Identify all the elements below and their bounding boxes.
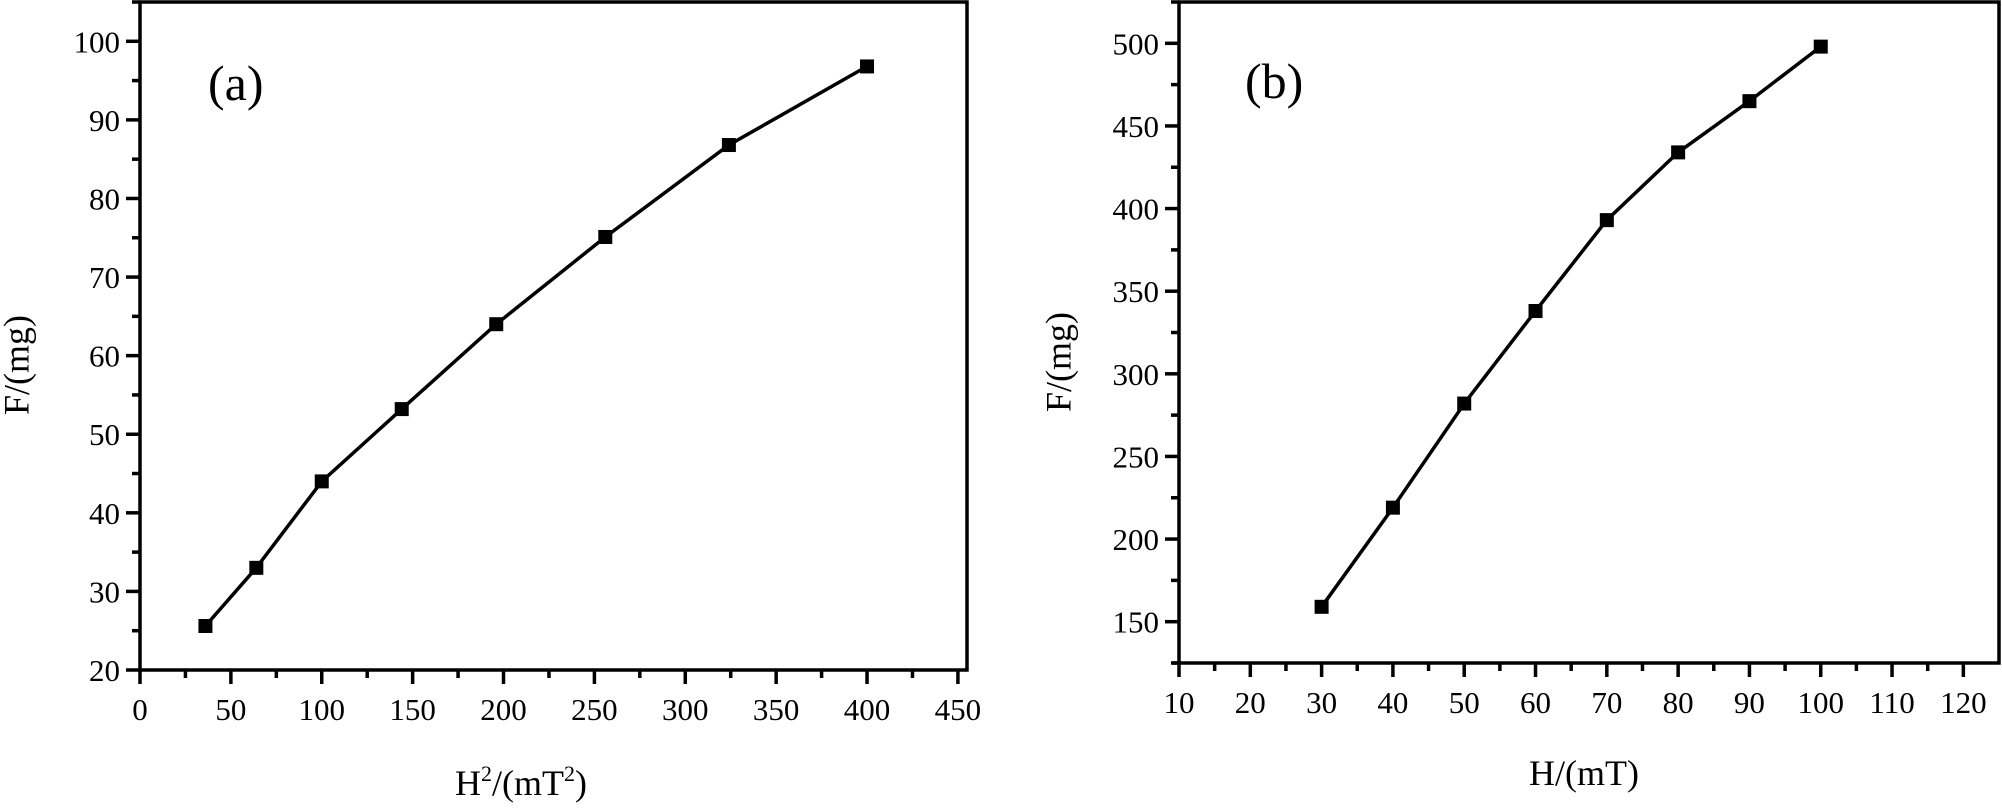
square-marker-icon <box>314 474 329 489</box>
x-tick-label: 200 <box>480 692 527 727</box>
y-tick-label: 30 <box>89 574 120 609</box>
x-tick-label: 90 <box>1734 685 1765 720</box>
square-marker-icon <box>1528 304 1543 319</box>
y-tick-label: 70 <box>89 260 120 295</box>
square-marker-icon <box>394 402 409 417</box>
x-tick-label: 350 <box>753 692 800 727</box>
square-marker-icon <box>721 138 736 153</box>
y-tick-label: 60 <box>89 339 120 374</box>
x-tick-label: 150 <box>389 692 436 727</box>
x-tick-label: 100 <box>299 692 346 727</box>
y-tick-label: 400 <box>1113 192 1160 227</box>
panel-label-b: (b) <box>1245 53 1303 109</box>
square-marker-icon <box>1314 599 1329 614</box>
y-tick-label: 350 <box>1113 274 1160 309</box>
square-marker-icon <box>198 618 213 633</box>
series-line <box>204 64 868 628</box>
square-marker-icon <box>1599 213 1614 228</box>
x-tick-label: 400 <box>844 692 891 727</box>
x-tick-label: 70 <box>1591 685 1622 720</box>
square-marker-icon <box>249 560 264 575</box>
x-tick-label: 100 <box>1797 685 1844 720</box>
square-marker-icon <box>860 59 875 74</box>
x-tick-label: 120 <box>1940 685 1987 720</box>
y-tick-label: 150 <box>1113 605 1160 640</box>
square-marker-icon <box>1385 500 1400 515</box>
y-tick-label: 250 <box>1113 439 1160 474</box>
plot-area-a: 0 50 100 150 200 250 300 350 400 450 20 30 40 50 60 70 8… <box>74 0 982 727</box>
y-tick-label: 80 <box>89 181 120 216</box>
y-axis-title-b: F/(mg) <box>1038 312 1078 412</box>
plot-frame <box>138 0 969 672</box>
square-marker-icon <box>1813 39 1828 54</box>
chart-panel-b: 10 20 30 40 50 60 70 80 90 100 110 120 150 200 250 300 3… <box>1038 0 2001 793</box>
x-axis-title-a-main: H <box>455 763 481 803</box>
x-axis-title-b: H/(mT) <box>1529 753 1639 793</box>
plot-area-b: 10 20 30 40 50 60 70 80 90 100 110 120 150 200 250 300 3… <box>1113 0 2001 720</box>
chart-panel-a: 0 50 100 150 200 250 300 350 400 450 20 30 40 50 60 70 8… <box>0 0 982 803</box>
square-marker-icon <box>1457 396 1472 411</box>
y-tick-label: 40 <box>89 496 120 531</box>
y-tick-label: 450 <box>1113 109 1160 144</box>
y-tick-label: 20 <box>89 653 120 688</box>
y-tick-label: 300 <box>1113 357 1160 392</box>
x-tick-label: 60 <box>1520 685 1551 720</box>
square-marker-icon <box>489 317 504 332</box>
x-tick-label: 80 <box>1663 685 1694 720</box>
x-tick-label: 40 <box>1377 685 1408 720</box>
y-tick-label: 90 <box>89 103 120 138</box>
x-tick-label: 0 <box>132 692 148 727</box>
x-axis-title-a: H2/(mT2) <box>455 761 587 803</box>
square-marker-icon <box>1742 94 1757 109</box>
x-tick-label: 250 <box>571 692 618 727</box>
x-tick-label: 50 <box>1449 685 1480 720</box>
x-tick-label: 110 <box>1869 685 1914 720</box>
x-tick-label: 20 <box>1235 685 1266 720</box>
y-tick-label: 200 <box>1113 522 1160 557</box>
y-axis-title-a: F/(mg) <box>0 315 36 415</box>
square-marker-icon <box>1671 145 1686 160</box>
x-axis-title-a-mid: /(mT <box>492 763 564 803</box>
x-axis-title-a-sup2: 2 <box>564 761 575 786</box>
y-tick-label: 500 <box>1113 26 1160 61</box>
x-axis-title-a-sup1: 2 <box>481 761 492 786</box>
x-tick-label: 10 <box>1164 685 1195 720</box>
y-tick-label: 50 <box>89 417 120 452</box>
x-tick-label: 450 <box>935 692 982 727</box>
x-tick-label: 30 <box>1306 685 1337 720</box>
x-tick-label: 50 <box>215 692 246 727</box>
x-axis-title-a-end: ) <box>575 763 587 803</box>
x-tick-label: 300 <box>662 692 709 727</box>
square-marker-icon <box>598 229 613 244</box>
series-line <box>1320 45 1822 608</box>
panel-label-a: (a) <box>208 55 264 111</box>
y-tick-label: 100 <box>74 24 121 59</box>
